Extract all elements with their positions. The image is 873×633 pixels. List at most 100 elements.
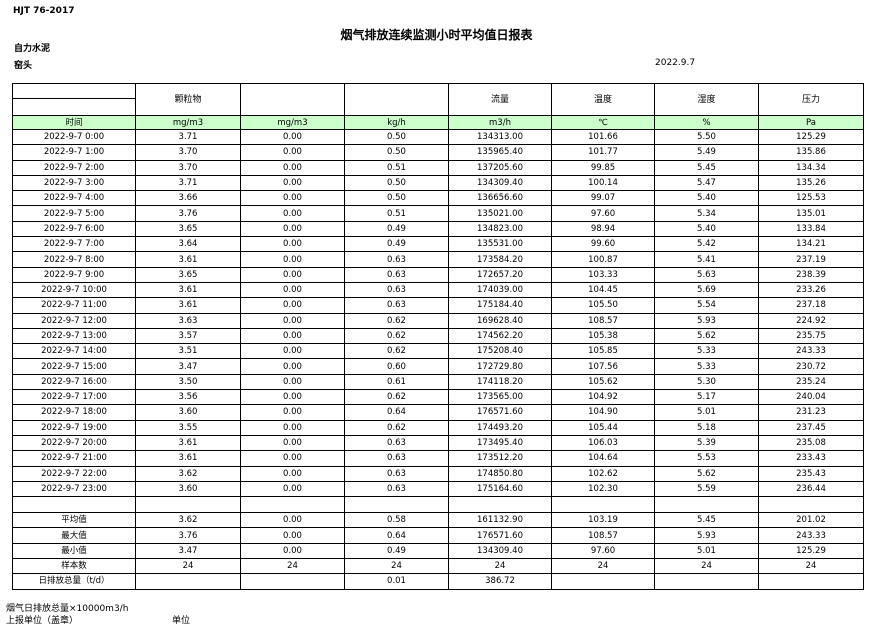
- summary-label: 日排放总量（t/d）: [12, 573, 136, 590]
- value-cell: 0.00: [240, 266, 345, 283]
- value-cell: 3.55: [135, 419, 241, 436]
- empty-cell: [240, 496, 345, 514]
- value-cell: 169628.40: [448, 312, 552, 329]
- summary-cell: 0.64: [344, 527, 449, 544]
- value-cell: 3.62: [135, 465, 241, 482]
- report-date: 2022.9.7: [655, 58, 696, 68]
- time-cell: 2022-9-7 17:00: [12, 389, 136, 406]
- value-cell: 135.01: [758, 205, 864, 222]
- data-row: 2022-9-7 6:00 3.65 0.00 0.49 134823.00 98.94 5…: [12, 220, 864, 238]
- value-cell: 3.64: [135, 236, 241, 253]
- data-row: 2022-9-7 16:00 3.50 0.00 0.61 174118.20 105.6…: [12, 373, 864, 391]
- time-cell: 2022-9-7 10:00: [12, 281, 136, 299]
- time-cell: 2022-9-7 11:00: [12, 297, 136, 314]
- summary-cell: 134309.40: [448, 542, 552, 560]
- summary-cell: 3.76: [135, 527, 241, 544]
- data-row: 2022-9-7 1:00 3.70 0.00 0.50 135965.40 101.77…: [12, 144, 864, 161]
- value-cell: 0.62: [344, 312, 449, 329]
- data-row: 2022-9-7 3:00 3.71 0.00 0.50 134309.40 100.14…: [12, 174, 864, 192]
- value-cell: 5.33: [654, 343, 759, 360]
- value-cell: 172657.20: [448, 266, 552, 283]
- value-cell: 135965.40: [448, 144, 552, 161]
- summary-cell: 103.19: [551, 512, 655, 529]
- value-cell: 235.24: [758, 373, 864, 391]
- time-cell: 2022-9-7 13:00: [12, 327, 136, 345]
- value-cell: 0.00: [240, 327, 345, 345]
- value-cell: 173565.00: [448, 389, 552, 406]
- time-cell: 2022-9-7 4:00: [12, 190, 136, 207]
- empty-cell: [654, 496, 759, 514]
- value-cell: 0.50: [344, 174, 449, 192]
- time-cell: 2022-9-7 5:00: [12, 205, 136, 222]
- value-cell: 0.00: [240, 419, 345, 436]
- value-cell: 137205.60: [448, 159, 552, 176]
- units-row: 时间 mg/m3 mg/m3 kg/h m3/h ℃% Pa: [12, 115, 864, 130]
- value-cell: 5.54: [654, 297, 759, 314]
- data-row: 2022-9-7 22:00 3.62 0.00 0.63 174850.80 102.6…: [12, 465, 864, 482]
- value-cell: 134823.00: [448, 220, 552, 238]
- value-cell: 3.71: [135, 128, 241, 146]
- value-cell: 174118.20: [448, 373, 552, 391]
- value-cell: 5.50: [654, 128, 759, 146]
- value-cell: 0.50: [344, 128, 449, 146]
- unit-cell: mg/m3: [135, 115, 241, 130]
- time-cell: 2022-9-7 14:00: [12, 343, 136, 360]
- value-cell: 5.40: [654, 220, 759, 238]
- header-cell: 温度: [551, 83, 655, 116]
- value-cell: 5.30: [654, 373, 759, 391]
- data-row: 2022-9-7 8:00 3.61 0.00 0.63 173584.20 100.87…: [12, 251, 864, 268]
- summary-cell: 0.49: [344, 542, 449, 560]
- time-header: 时间: [12, 115, 136, 130]
- time-cell: 2022-9-7 19:00: [12, 419, 136, 436]
- value-cell: 5.63: [654, 266, 759, 283]
- value-cell: 0.50: [344, 190, 449, 207]
- summary-cell: 108.57: [551, 527, 655, 544]
- value-cell: 0.63: [344, 434, 449, 452]
- value-cell: 0.50: [344, 144, 449, 161]
- value-cell: 103.33: [551, 266, 655, 283]
- value-cell: 101.77: [551, 144, 655, 161]
- data-row: 2022-9-7 0:00 3.71 0.00 0.50 134313.00 101.66…: [12, 128, 864, 146]
- summary-cell: 176571.60: [448, 527, 552, 544]
- summary-cell: 0.00: [240, 542, 345, 560]
- summary-cell: 24: [448, 558, 552, 575]
- value-cell: 0.00: [240, 220, 345, 238]
- value-cell: 0.63: [344, 251, 449, 268]
- value-cell: 3.51: [135, 343, 241, 360]
- value-cell: 0.00: [240, 465, 345, 482]
- value-cell: 99.07: [551, 190, 655, 207]
- summary-label: 样本数: [12, 558, 136, 575]
- value-cell: 102.62: [551, 465, 655, 482]
- value-cell: 0.00: [240, 480, 345, 498]
- value-cell: 175164.60: [448, 480, 552, 498]
- value-cell: 0.00: [240, 128, 345, 146]
- report-title: 烟气排放连续监测小时平均值日报表: [340, 28, 533, 42]
- summary-cell: [240, 573, 345, 590]
- value-cell: 0.00: [240, 159, 345, 176]
- summary-cell: 0.01: [344, 573, 449, 590]
- reporting-unit-label: 上报单位（盖章）: [6, 616, 79, 626]
- value-cell: 224.92: [758, 312, 864, 329]
- summary-label: 平均值: [12, 512, 136, 529]
- time-cell: 2022-9-7 3:00: [12, 174, 136, 192]
- header-divider: [13, 85, 135, 115]
- value-cell: 0.49: [344, 220, 449, 238]
- value-cell: 134309.40: [448, 174, 552, 192]
- header-cell: 压力: [758, 83, 864, 116]
- value-cell: 0.62: [344, 343, 449, 360]
- value-cell: 3.66: [135, 190, 241, 207]
- value-cell: 3.70: [135, 159, 241, 176]
- value-cell: 106.03: [551, 434, 655, 452]
- data-row: 2022-9-7 4:00 3.66 0.00 0.50 136656.60 99.07 5…: [12, 190, 864, 207]
- summary-row: 最大值 3.76 0.00 0.64 176571.60 108.57 5.93 243.33: [12, 527, 864, 544]
- value-cell: 5.62: [654, 465, 759, 482]
- value-cell: 3.47: [135, 358, 241, 375]
- header-row: 颗粒物 流量 温度 湿度 压力: [12, 83, 864, 116]
- data-row: 2022-9-7 21:00 3.61 0.00 0.63 173512.20 104.6…: [12, 450, 864, 467]
- value-cell: 104.45: [551, 281, 655, 299]
- value-cell: 0.00: [240, 251, 345, 268]
- value-cell: 0.63: [344, 465, 449, 482]
- value-cell: 0.00: [240, 343, 345, 360]
- summary-row: 平均值 3.62 0.00 0.58 161132.90 103.19 5.45 201.02: [12, 512, 864, 529]
- value-cell: 176571.60: [448, 404, 552, 421]
